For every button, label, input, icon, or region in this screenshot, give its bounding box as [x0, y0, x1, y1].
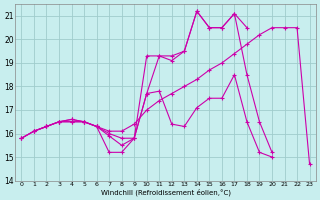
- X-axis label: Windchill (Refroidissement éolien,°C): Windchill (Refroidissement éolien,°C): [100, 188, 230, 196]
